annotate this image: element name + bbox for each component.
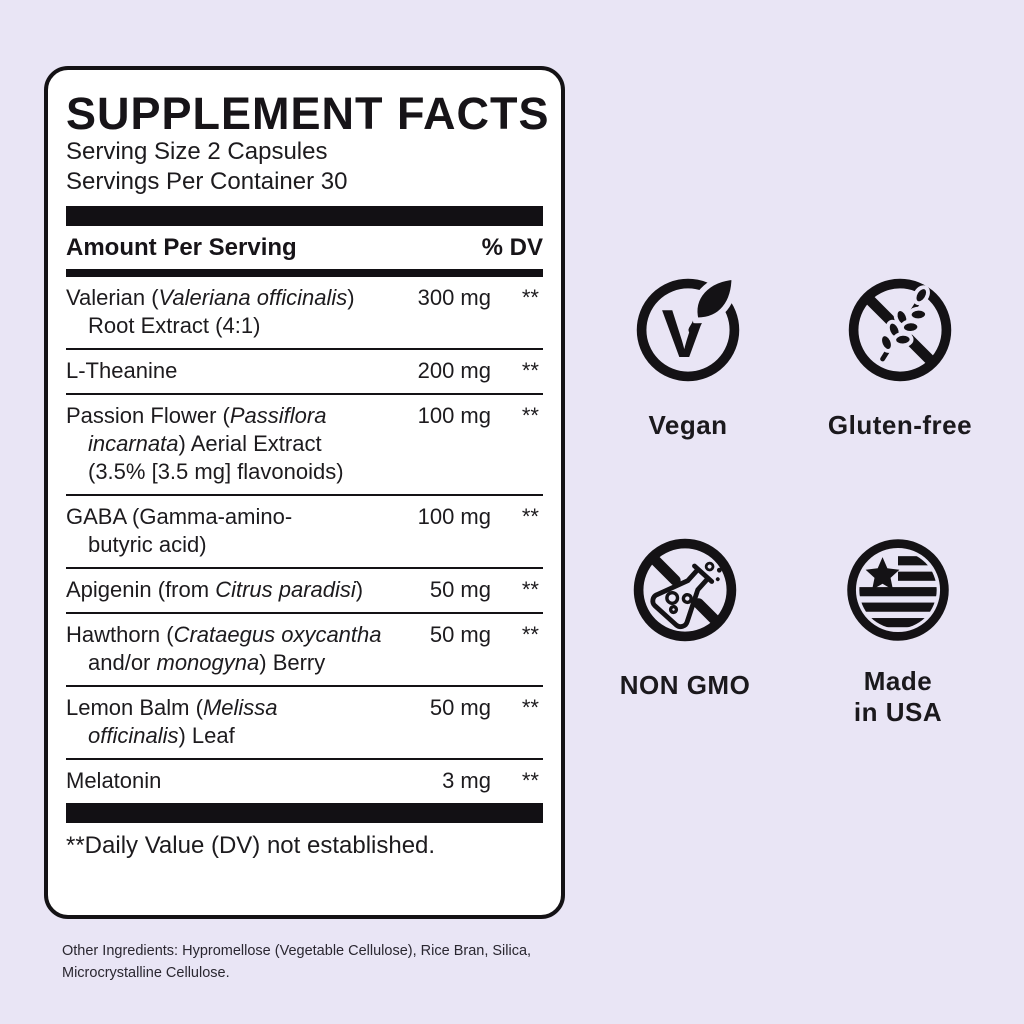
ingredient-name: Hawthorn (Crataegus oxycantha and/or mono… — [66, 622, 382, 676]
ingredient-row: Valerian (Valeriana officinalis) Root Ext… — [66, 277, 543, 351]
ingredient-dv: ** — [521, 285, 539, 311]
ingredient-dv: ** — [521, 403, 539, 429]
badge-made-in-usa: Made in USA — [798, 532, 998, 728]
ingredient-amount: 50 mg — [429, 577, 491, 603]
divider-bar-bottom — [66, 803, 543, 824]
wheat-glyph — [876, 285, 930, 366]
ingredient-dv: ** — [521, 768, 539, 794]
daily-value-footnote: **Daily Value (DV) not established. — [66, 832, 436, 860]
divider-bar-header — [66, 269, 543, 278]
ingredient-amount: 50 mg — [429, 695, 491, 721]
ingredient-name: GABA (Gamma-amino-butyric acid) — [66, 504, 293, 558]
ingredient-row: Melatonin 3 mg ** — [66, 760, 543, 803]
badge-vegan-label: Vegan — [648, 410, 728, 440]
supplement-facts-panel: SUPPLEMENT FACTS Serving Size 2 Capsules… — [44, 66, 565, 919]
ingredient-dv: ** — [521, 622, 539, 648]
leaf-icon — [691, 273, 738, 324]
ingredient-row: Lemon Balm (Melissa officinalis) Leaf 50 m… — [66, 687, 543, 761]
ingredient-row: Hawthorn (Crataegus oxycantha and/or mono… — [66, 614, 543, 688]
ingredient-row: Passion Flower (Passiflora incarnata) Aer… — [66, 395, 543, 497]
divider-bar-top — [66, 206, 543, 227]
vegan-icon: V — [636, 273, 740, 382]
ingredient-dv: ** — [521, 504, 539, 530]
slash-stub-bottom — [693, 598, 722, 627]
flask-glyph — [650, 561, 722, 630]
servings-per-container: Servings Per Container 30 — [66, 168, 348, 196]
non-gmo-icon — [633, 538, 737, 642]
usa-circle — [847, 539, 949, 641]
ingredient-row: Apigenin (from Citrus paradisi) 50 mg ** — [66, 569, 543, 615]
panel-title: SUPPLEMENT FACTS — [66, 88, 550, 139]
non-gmo-circle — [633, 538, 737, 642]
ingredient-amount: 100 mg — [417, 403, 491, 429]
ingredient-name: Passion Flower (Passiflora incarnata) Aer… — [66, 403, 344, 485]
amount-per-serving-header: Amount Per Serving — [66, 234, 297, 262]
table-header: Amount Per Serving % DV — [66, 226, 543, 269]
other-ingredients-text: Other Ingredients: Hypromellose (Vegetab… — [62, 943, 532, 981]
ingredient-table: Valerian (Valeriana officinalis) Root Ext… — [66, 277, 543, 803]
ingredient-amount: 100 mg — [417, 504, 491, 530]
badge-non-gmo-label: NON GMO — [619, 670, 751, 700]
percent-dv-header: % DV — [481, 234, 543, 262]
star-shape — [865, 557, 900, 590]
vegan-circle — [636, 278, 740, 382]
flag-glyph — [859, 556, 937, 628]
badge-made-in-usa-label: Made in USA — [853, 666, 943, 727]
serving-size: Serving Size 2 Capsules — [66, 138, 328, 166]
ingredient-amount: 200 mg — [417, 358, 491, 384]
badge-gluten-free: Gluten-free — [800, 272, 1000, 441]
ingredient-name: Valerian (Valeriana officinalis) Root Ext… — [66, 285, 355, 339]
ingredient-row: L-Theanine 200 mg ** — [66, 350, 543, 396]
ingredient-name: L-Theanine — [66, 358, 178, 384]
badge-gluten-free-label: Gluten-free — [827, 410, 973, 440]
ingredient-amount: 50 mg — [429, 622, 491, 648]
ingredient-dv: ** — [521, 358, 539, 384]
slash-stub-top — [648, 553, 681, 586]
gluten-circle — [848, 278, 952, 382]
ingredient-amount: 3 mg — [442, 768, 491, 794]
badge-non-gmo: NON GMO — [585, 532, 785, 701]
ingredient-dv: ** — [521, 695, 539, 721]
ingredient-name: Apigenin (from Citrus paradisi) — [66, 577, 364, 603]
ingredient-name: Melatonin — [66, 768, 162, 794]
gluten-free-icon — [848, 278, 952, 382]
badge-vegan: V Vegan — [588, 272, 788, 441]
ingredient-name: Lemon Balm (Melissa officinalis) Leaf — [66, 695, 278, 749]
ingredient-amount: 300 mg — [417, 285, 491, 311]
ingredient-dv: ** — [521, 577, 539, 603]
ingredient-row: GABA (Gamma-amino-butyric acid) 100 mg ** — [66, 496, 543, 570]
made-in-usa-icon — [847, 539, 949, 641]
